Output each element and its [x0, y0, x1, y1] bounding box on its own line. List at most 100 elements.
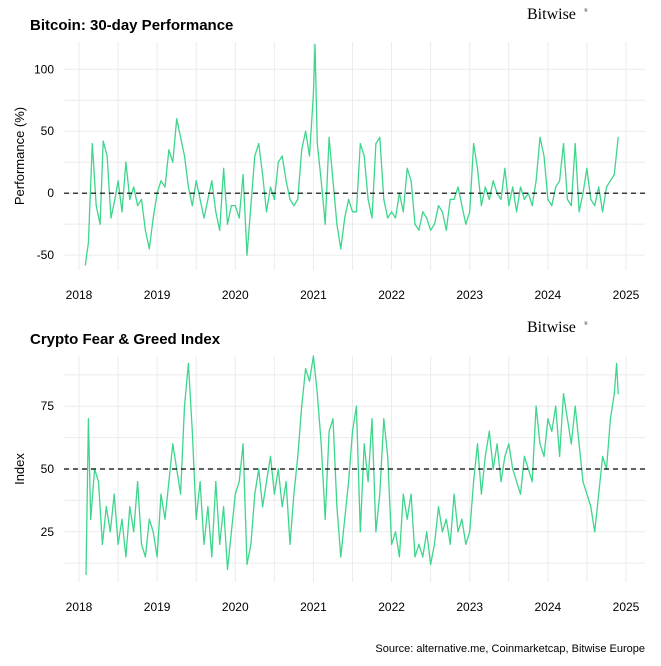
data-point	[105, 506, 107, 508]
data-point	[488, 430, 490, 432]
data-point	[406, 518, 408, 520]
data-point	[433, 223, 436, 225]
data-point	[129, 506, 131, 508]
data-point	[316, 143, 318, 145]
data-point	[348, 198, 350, 200]
data-point	[609, 418, 612, 420]
data-point	[453, 493, 455, 495]
data-point	[238, 217, 240, 219]
data-point	[383, 198, 385, 200]
data-point	[133, 186, 135, 188]
data-point	[594, 531, 596, 533]
data-point	[246, 563, 248, 566]
data-point	[312, 93, 314, 95]
data-point	[332, 418, 334, 420]
y-axis-label: Performance (%)	[12, 107, 27, 205]
data-point	[312, 355, 314, 357]
data-point	[492, 180, 494, 182]
data-point	[293, 493, 295, 495]
data-point	[547, 418, 549, 420]
data-point	[269, 455, 272, 457]
data-point	[480, 493, 482, 495]
data-point	[168, 481, 170, 483]
chart-title: Bitcoin: 30-day Performance	[30, 17, 233, 34]
data-point	[602, 211, 604, 213]
data-point	[375, 143, 377, 145]
x-tick-label: 2018	[66, 600, 93, 614]
data-point	[262, 506, 264, 508]
data-point	[566, 198, 569, 200]
data-point	[332, 180, 334, 182]
data-point	[180, 136, 182, 138]
data-point	[305, 130, 307, 132]
x-tick-label: 2024	[535, 288, 562, 302]
chart-panel-1: Bitcoin: 30-day Performance Bitwise ® Perfo…	[12, 6, 645, 302]
data-point	[602, 455, 604, 457]
data-point	[172, 161, 174, 163]
data-point	[363, 155, 365, 157]
data-point	[469, 211, 471, 213]
data-point	[148, 518, 150, 520]
data-point	[355, 211, 357, 213]
data-point	[484, 186, 486, 188]
data-point	[616, 362, 618, 365]
y-tick-label: 100	[34, 62, 54, 76]
data-point	[449, 543, 451, 545]
data-point	[320, 180, 322, 182]
data-point	[187, 186, 189, 188]
data-point	[476, 443, 479, 445]
data-point	[234, 205, 236, 207]
data-point	[316, 393, 318, 395]
x-tick-label: 2023	[456, 600, 483, 614]
x-tick-label: 2019	[144, 288, 171, 302]
chart-title: Crypto Fear & Greed Index	[30, 331, 221, 348]
data-point	[297, 455, 299, 457]
data-point	[359, 531, 361, 533]
data-point	[129, 198, 131, 200]
data-point	[543, 455, 545, 457]
data-point	[418, 543, 420, 545]
data-point	[598, 186, 600, 188]
bitwise-logo: Bitwise	[527, 319, 576, 336]
data-point	[344, 217, 346, 219]
data-point	[586, 167, 588, 169]
data-point	[363, 443, 365, 445]
data-point	[211, 556, 213, 558]
data-point	[140, 198, 143, 200]
data-point	[394, 531, 397, 533]
data-point	[226, 568, 229, 571]
data-point	[387, 217, 389, 219]
data-point	[430, 229, 432, 231]
data-point	[117, 180, 119, 182]
x-tick-label: 2021	[300, 600, 327, 614]
data-point	[578, 211, 580, 213]
data-point	[535, 405, 537, 407]
data-point	[84, 264, 86, 266]
data-point	[469, 531, 471, 533]
data-point	[543, 155, 545, 157]
data-point	[555, 186, 557, 188]
data-point	[90, 518, 92, 520]
data-point	[121, 211, 123, 213]
data-point	[183, 155, 186, 157]
data-point	[367, 481, 369, 483]
data-point	[574, 143, 576, 145]
data-point	[152, 217, 154, 219]
data-point	[87, 242, 89, 244]
data-point	[215, 481, 217, 483]
data-point	[391, 543, 393, 545]
data-point	[586, 493, 588, 495]
data-point	[281, 155, 283, 157]
data-point	[242, 174, 244, 176]
data-point	[410, 493, 412, 495]
data-point	[336, 223, 338, 225]
x-tick-label: 2021	[300, 288, 327, 302]
data-point	[164, 186, 166, 188]
data-point	[114, 198, 116, 200]
data-point	[531, 481, 533, 483]
data-point	[328, 430, 330, 432]
data-point	[371, 217, 373, 219]
data-point	[85, 573, 87, 576]
data-point	[320, 443, 322, 445]
data-point	[613, 393, 615, 395]
